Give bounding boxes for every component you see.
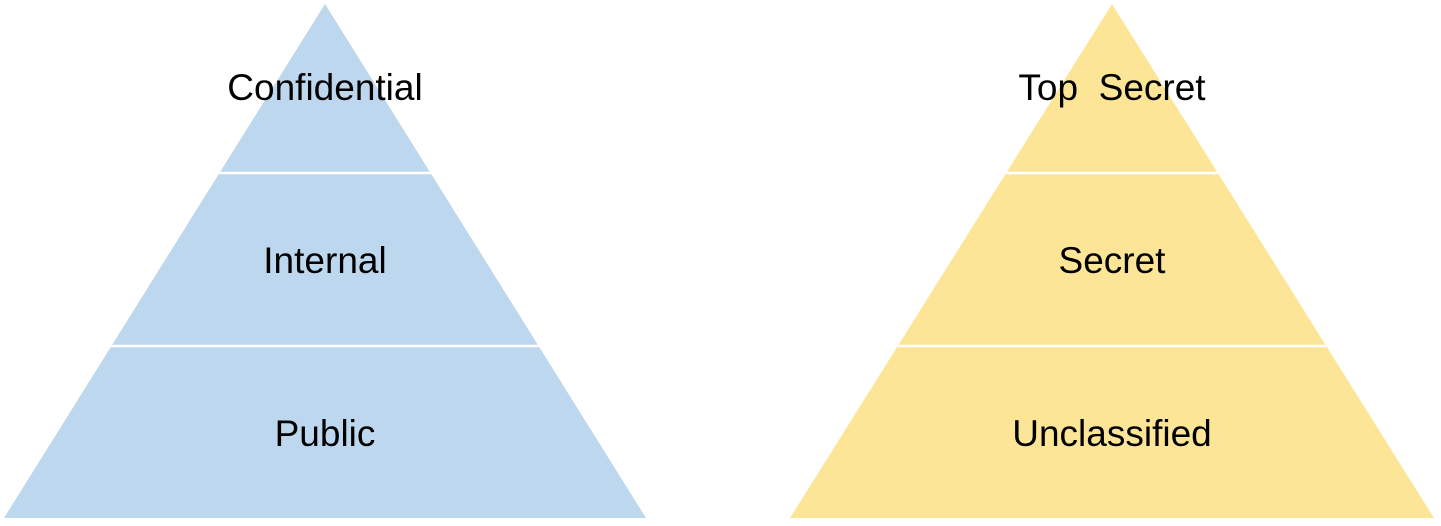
pyramid-right-tier-bottom-label: Unclassified: [1012, 413, 1211, 454]
pyramid-right-shape: [790, 4, 1434, 518]
pyramid-left-tier-middle-label: Internal: [263, 240, 386, 281]
pyramid-right: Top Secret Secret Unclassified: [790, 4, 1434, 518]
pyramid-right-tier-middle-label: Secret: [1059, 240, 1167, 281]
pyramid-left: Confidential Internal Public: [4, 4, 646, 518]
pyramid-left-tier-bottom-label: Public: [275, 413, 376, 454]
pyramid-left-tier-top-label: Confidential: [227, 67, 422, 108]
pyramid-right-tier-top-label: Top Secret: [1018, 67, 1206, 108]
pyramid-left-shape: [4, 4, 646, 518]
